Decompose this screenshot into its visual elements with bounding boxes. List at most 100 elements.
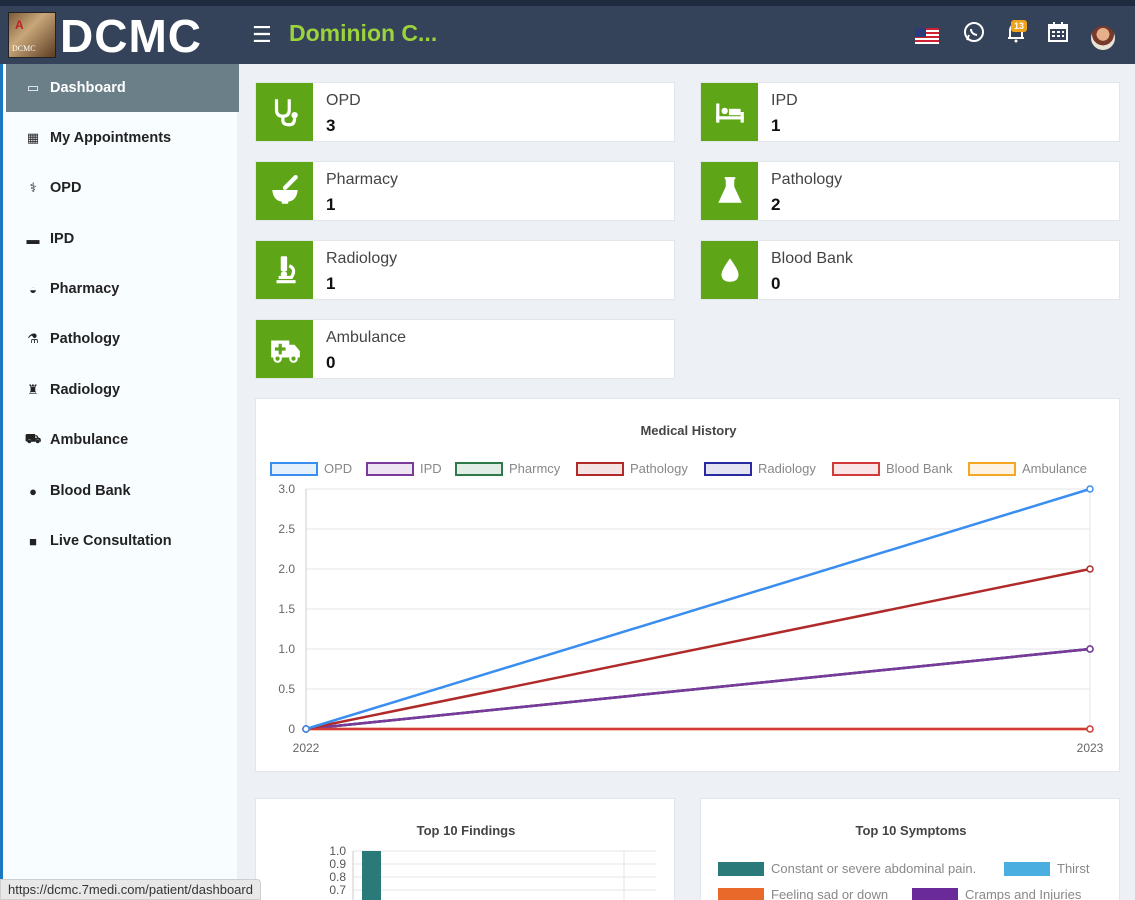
card-pathology[interactable]: Pathology 2 <box>700 161 1120 221</box>
sidebar-item-my-appointments[interactable]: ▦ My Appointments <box>6 114 239 162</box>
chart-title: Top 10 Symptoms <box>855 823 967 838</box>
sidebar-item-opd[interactable]: ⚕ OPD <box>6 164 239 212</box>
y-tick-label: 0.5 <box>278 682 295 696</box>
series-line <box>305 487 1091 731</box>
sidebar: ▭ Dashboard ▦ My Appointments ⚕ OPD ▬ IPD ◒ P… <box>0 64 239 900</box>
card-value: 0 <box>771 274 781 293</box>
legend-label: Pharmcy <box>509 461 561 476</box>
card-opd[interactable]: OPD 3 <box>255 82 675 142</box>
data-point <box>302 725 310 733</box>
whatsapp-icon[interactable] <box>962 20 990 48</box>
chart-title: Medical History <box>640 423 737 438</box>
card-value: 2 <box>771 195 781 214</box>
sidebar-item-ipd[interactable]: ▬ IPD <box>6 215 239 263</box>
card-value: 1 <box>771 116 781 135</box>
card-label: IPD <box>771 92 798 109</box>
legend-swatch <box>832 461 880 476</box>
card-ipd[interactable]: IPD 1 <box>700 82 1120 142</box>
card-radiology[interactable]: Radiology 1 <box>255 240 675 300</box>
legend-item[interactable]: OPD <box>270 461 352 476</box>
microscope-icon: ♜ <box>27 382 39 397</box>
legend-item[interactable]: Constant or severe abdominal pain. <box>718 861 976 876</box>
card-pharmacy[interactable]: Pharmacy 1 <box>255 161 675 221</box>
sidebar-item-pathology[interactable]: ⚗ Pathology <box>6 315 239 363</box>
sidebar-item-ambulance[interactable]: ⛟ Ambulance <box>6 416 239 464</box>
legend-swatch <box>270 461 318 476</box>
y-tick-label: 0.7 <box>329 883 346 897</box>
data-point <box>302 725 310 733</box>
video-icon: ■ <box>29 533 37 549</box>
status-url: https://dcmc.7medi.com/patient/dashboard <box>0 879 261 900</box>
data-point <box>302 725 310 733</box>
data-point <box>1086 645 1094 653</box>
legend-item[interactable]: Feeling sad or down <box>718 887 888 900</box>
microscope-icon <box>256 241 313 299</box>
card-label: Pathology <box>771 171 843 188</box>
legend-item[interactable]: Pathology <box>576 461 688 476</box>
data-point <box>1086 725 1094 733</box>
legend-item[interactable]: IPD <box>366 461 442 476</box>
logo-sub: DCMC <box>12 44 36 53</box>
legend-swatch <box>704 461 752 476</box>
legend-label: Radiology <box>758 461 816 476</box>
card-label: Blood Bank <box>771 250 853 267</box>
data-point <box>1086 645 1094 653</box>
legend-item[interactable]: Blood Bank <box>832 461 953 476</box>
sidebar-item-pharmacy[interactable]: ◒ Pharmacy <box>6 265 239 313</box>
logo-text[interactable]: DCMC <box>60 10 202 62</box>
y-tick-label: 1.0 <box>278 642 295 656</box>
flask-icon <box>701 162 758 220</box>
bed-icon: ▬ <box>26 231 40 247</box>
y-tick-label: 2.5 <box>278 522 295 536</box>
ambulance-icon <box>256 320 313 378</box>
menu-icon[interactable]: ☰ <box>252 22 272 47</box>
hospital-icon: ▦ <box>26 130 40 145</box>
ambulance-icon: ⛟ <box>24 431 42 446</box>
user-avatar[interactable] <box>1091 26 1115 50</box>
card-value: 3 <box>326 116 336 135</box>
card-value: 0 <box>326 353 336 372</box>
legend-item[interactable]: Pharmcy <box>455 461 560 476</box>
sidebar-item-label: Radiology <box>50 382 121 398</box>
bar <box>362 851 381 900</box>
x-tick-label: 2022 <box>293 741 320 755</box>
legend-label: Cramps and Injuries <box>965 887 1082 900</box>
us-flag-icon[interactable] <box>915 28 939 44</box>
legend-label: Feeling sad or down <box>771 887 889 900</box>
data-point <box>302 725 310 733</box>
findings-chart: 1.00.90.80.7 <box>329 844 656 900</box>
card-blood-bank[interactable]: Blood Bank 0 <box>700 240 1120 300</box>
legend-swatch <box>718 861 764 876</box>
sidebar-item-label: Pathology <box>50 331 121 347</box>
legend-swatch <box>968 461 1016 476</box>
data-point <box>1086 645 1094 653</box>
y-tick-label: 0 <box>288 722 295 736</box>
sidebar-item-label: Live Consultation <box>50 533 172 549</box>
data-point <box>1086 725 1094 733</box>
medical-history-panel: Medical History OPD IPD Pharmcy Pathology Ra… <box>255 398 1120 772</box>
legend-label: Ambulance <box>1022 461 1088 476</box>
calendar-icon[interactable] <box>1046 20 1074 48</box>
hospital-name: Dominion C... <box>289 20 438 46</box>
sidebar-item-blood-bank[interactable]: ● Blood Bank <box>6 467 239 515</box>
sidebar-item-radiology[interactable]: ♜ Radiology <box>6 366 239 414</box>
series-line <box>305 647 1091 731</box>
top-navbar: A DCMC DCMC ☰ Dominion C... 13 <box>0 0 1135 64</box>
card-label: Ambulance <box>326 329 407 346</box>
card-ambulance[interactable]: Ambulance 0 <box>255 319 675 379</box>
legend-item[interactable]: Ambulance <box>968 461 1087 476</box>
findings-panel: Top 10 Findings 1.0 0.9 0.8 0.7 <box>255 798 675 900</box>
legend-item[interactable]: Radiology <box>704 461 816 476</box>
logo-image[interactable]: A DCMC <box>8 12 56 58</box>
data-point <box>1086 565 1094 573</box>
legend-swatch <box>576 461 624 476</box>
notification-badge: 13 <box>1011 20 1028 32</box>
legend-label: IPD <box>420 461 442 476</box>
legend-item[interactable]: Thirst <box>1004 861 1090 876</box>
y-tick-label: 2.0 <box>278 562 295 576</box>
legend-item[interactable]: Cramps and Injuries <box>912 887 1081 900</box>
series-line <box>305 567 1091 731</box>
legend-swatch <box>912 887 958 900</box>
sidebar-item-dashboard[interactable]: ▭ Dashboard <box>6 64 239 112</box>
sidebar-item-live-consultation[interactable]: ■ Live Consultation <box>6 517 239 565</box>
